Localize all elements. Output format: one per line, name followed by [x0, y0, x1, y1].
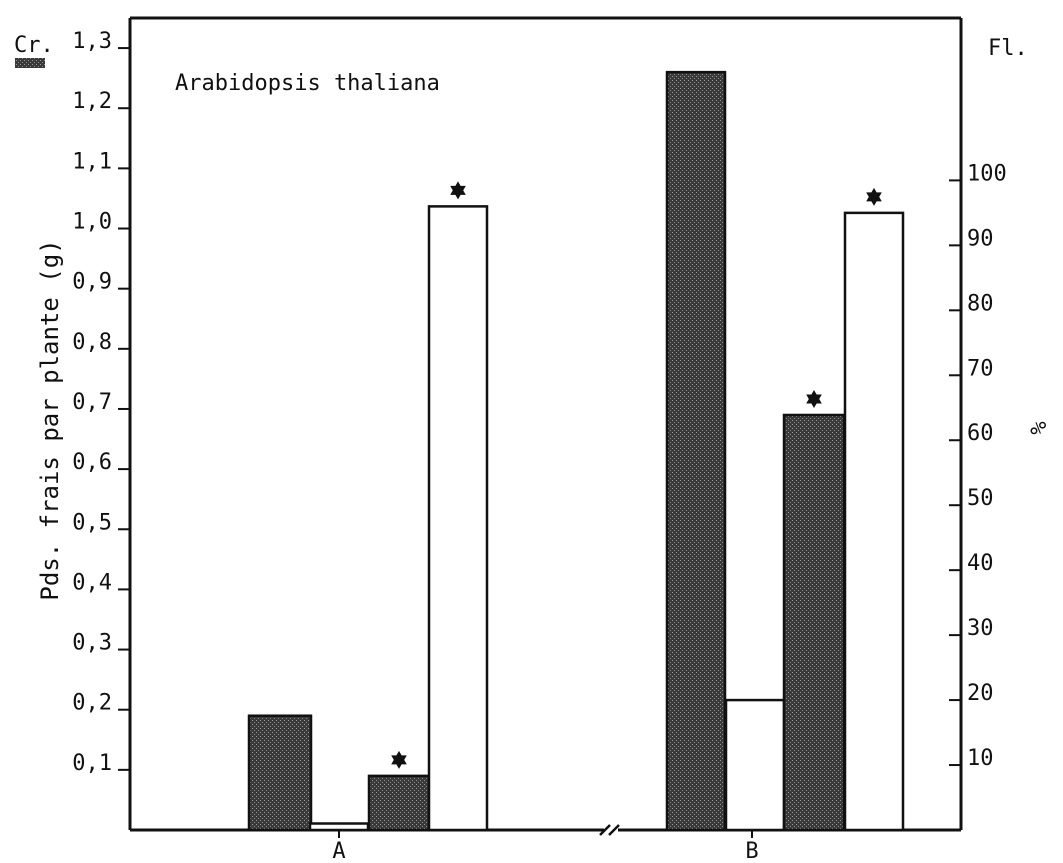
significance-star-icon [866, 187, 882, 206]
bar-B-4-open [843, 211, 905, 832]
significance-star-icon [391, 750, 407, 769]
x-tick-label-B: B [745, 839, 758, 863]
y-tick-label: 0,8 [72, 330, 112, 355]
left-axis-marker-swatch [15, 58, 45, 68]
y-tick-label: 1,1 [72, 149, 112, 174]
y-right-tick-label: 60 [967, 421, 994, 446]
bars [247, 70, 905, 832]
right-axis-marker: Fl. [988, 36, 1028, 61]
y-tick-label: 0,6 [72, 450, 112, 475]
y-right-tick-label: 80 [967, 291, 994, 316]
y-right-tick-label: 10 [967, 746, 994, 771]
y-tick-label: 0,3 [72, 631, 112, 656]
axis-break-mark [599, 824, 611, 836]
axis-break-mark [608, 824, 620, 836]
bar-A-1-stipple [247, 714, 313, 832]
y-tick-label: 1,2 [72, 89, 112, 114]
y-tick-label: 0,1 [72, 751, 112, 776]
y-right-tick-label: 20 [967, 681, 994, 706]
annotation-species: Arabidopsis thaliana [175, 71, 440, 96]
y-right-tick-label: 70 [967, 356, 994, 381]
y-axis-title: Pds. frais par plante (g) [36, 239, 64, 600]
bar-A-2-open [308, 822, 370, 832]
bar-B-1-stipple [665, 70, 727, 832]
y-tick-label: 1,3 [72, 29, 112, 54]
y-tick-label: 1,0 [72, 210, 112, 235]
left-axis-marker: Cr. [14, 33, 54, 58]
y-tick-label: 0,9 [72, 270, 112, 295]
significance-star-icon [806, 389, 822, 408]
y-right-tick-label: 100 [967, 161, 1007, 186]
y-right-tick-label: 90 [967, 226, 994, 251]
bar-B-2-open [724, 698, 786, 832]
y-right-tick-label: 30 [967, 616, 994, 641]
y-right-tick-label: 50 [967, 486, 994, 511]
y-tick-label: 0,4 [72, 570, 112, 595]
x-tick-label-A: A [332, 839, 345, 863]
significance-star-icon [450, 181, 466, 200]
y-axis-right-title: % [1027, 421, 1052, 434]
y-tick-label: 0,7 [72, 390, 112, 415]
bar-A-4-open [427, 205, 489, 832]
bar-B-3-stipple [782, 413, 846, 832]
y-tick-label: 0,5 [72, 510, 112, 535]
y-right-tick-label: 40 [967, 551, 994, 576]
right-axis-ticks: 10 20 30 40 50 60 70 80 90 100 [949, 161, 1007, 771]
y-tick-label: 0,2 [72, 691, 112, 716]
left-axis-ticks: 0,1 0,2 0,3 0,4 0,5 0,6 0,7 0,8 0,9 1,0 1,1 1,2 1,3 [72, 29, 130, 776]
bar-A-3-stipple [367, 774, 431, 832]
